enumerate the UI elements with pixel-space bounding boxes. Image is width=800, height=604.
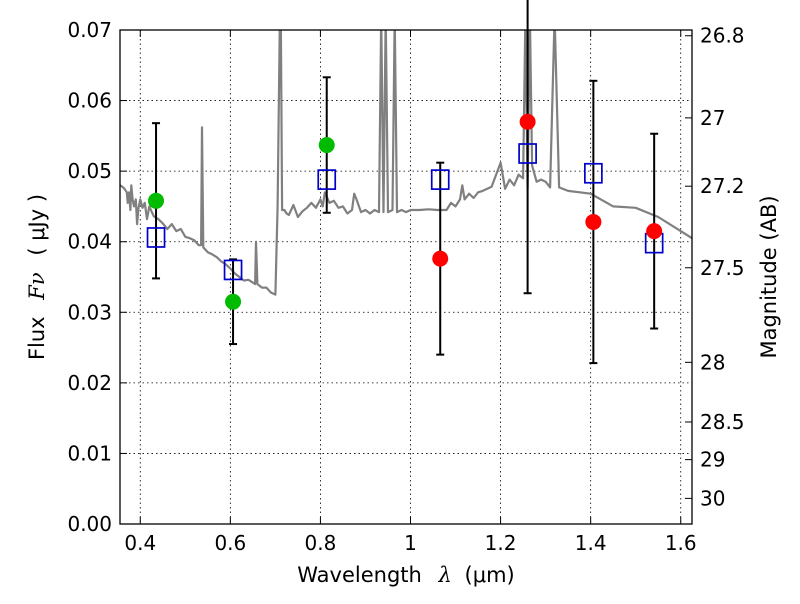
optical-point: [318, 137, 335, 154]
y-tick-label: 0.01: [67, 441, 112, 465]
model-point: [430, 169, 450, 190]
plot-frame: [119, 29, 693, 525]
y-tick-label: 0.06: [67, 89, 112, 113]
infrared-point: [432, 250, 449, 267]
magnitude-tick-label: 30: [700, 486, 725, 510]
x-axis-label-prefix: Wavelength: [297, 563, 422, 587]
y-tick-label: 0.02: [67, 371, 112, 395]
spectrum-line: [120, 30, 692, 296]
magnitude-axis-label: Magnitude (AB): [757, 195, 781, 358]
grid-lines: [120, 30, 692, 524]
y-axis-label: Flux Fν ( μJy ): [25, 194, 49, 360]
tick-layer: 0.4 0.6 0.8 1 1.2 1.4 1.6 0.00 0.01 0.02 0.03 0.04 0…: [67, 18, 744, 555]
y-axis-label-prefix: Flux: [25, 316, 49, 360]
x-tick-label: 0.6: [214, 531, 246, 555]
optical-point: [148, 192, 165, 209]
infrared-point: [646, 223, 663, 240]
magnitude-tick-label: 27.2: [700, 174, 745, 198]
x-axis-label: Wavelength λ (μm): [297, 563, 514, 587]
optical-point: [225, 293, 242, 310]
y-tick-label: 0.05: [67, 159, 112, 183]
model-point: [518, 143, 537, 164]
y-tick-label: 0.04: [67, 230, 112, 254]
x-tick-label: 1.6: [665, 531, 697, 555]
model-point: [146, 227, 166, 248]
magnitude-tick-label: 26.8: [700, 24, 745, 48]
spectrum-layer: [120, 30, 692, 296]
y-axis-label-symbol: Fν: [25, 272, 49, 301]
magnitude-tick-label: 29: [700, 448, 725, 472]
errorbar-layer: [152, 0, 659, 365]
magnitude-tick-label: 27: [700, 106, 725, 130]
x-axis-label-unit: (μm): [465, 563, 515, 587]
magnitude-tick-label: 27.5: [700, 256, 745, 280]
x-tick-label: 0.4: [124, 531, 156, 555]
x-axis-label-symbol: λ: [438, 563, 452, 587]
model-point: [223, 259, 243, 281]
y-tick-label: 0.00: [67, 512, 112, 536]
infrared-point: [585, 213, 602, 230]
infrared-point: [519, 113, 536, 130]
x-tick-label: 1: [404, 531, 417, 555]
x-tick-label: 1.2: [485, 531, 517, 555]
x-tick-label: 1.4: [575, 531, 607, 555]
magnitude-tick-label: 28.5: [700, 410, 745, 434]
model-point: [317, 169, 337, 190]
magnitude-tick-label: 28: [700, 350, 725, 374]
y-axis-label-unit: ( μJy ): [25, 194, 49, 256]
model-point: [584, 162, 603, 184]
x-tick-label: 0.8: [305, 531, 337, 555]
y-tick-label: 0.03: [67, 300, 112, 324]
y-tick-label: 0.07: [67, 18, 112, 42]
point-layer: [146, 113, 664, 310]
